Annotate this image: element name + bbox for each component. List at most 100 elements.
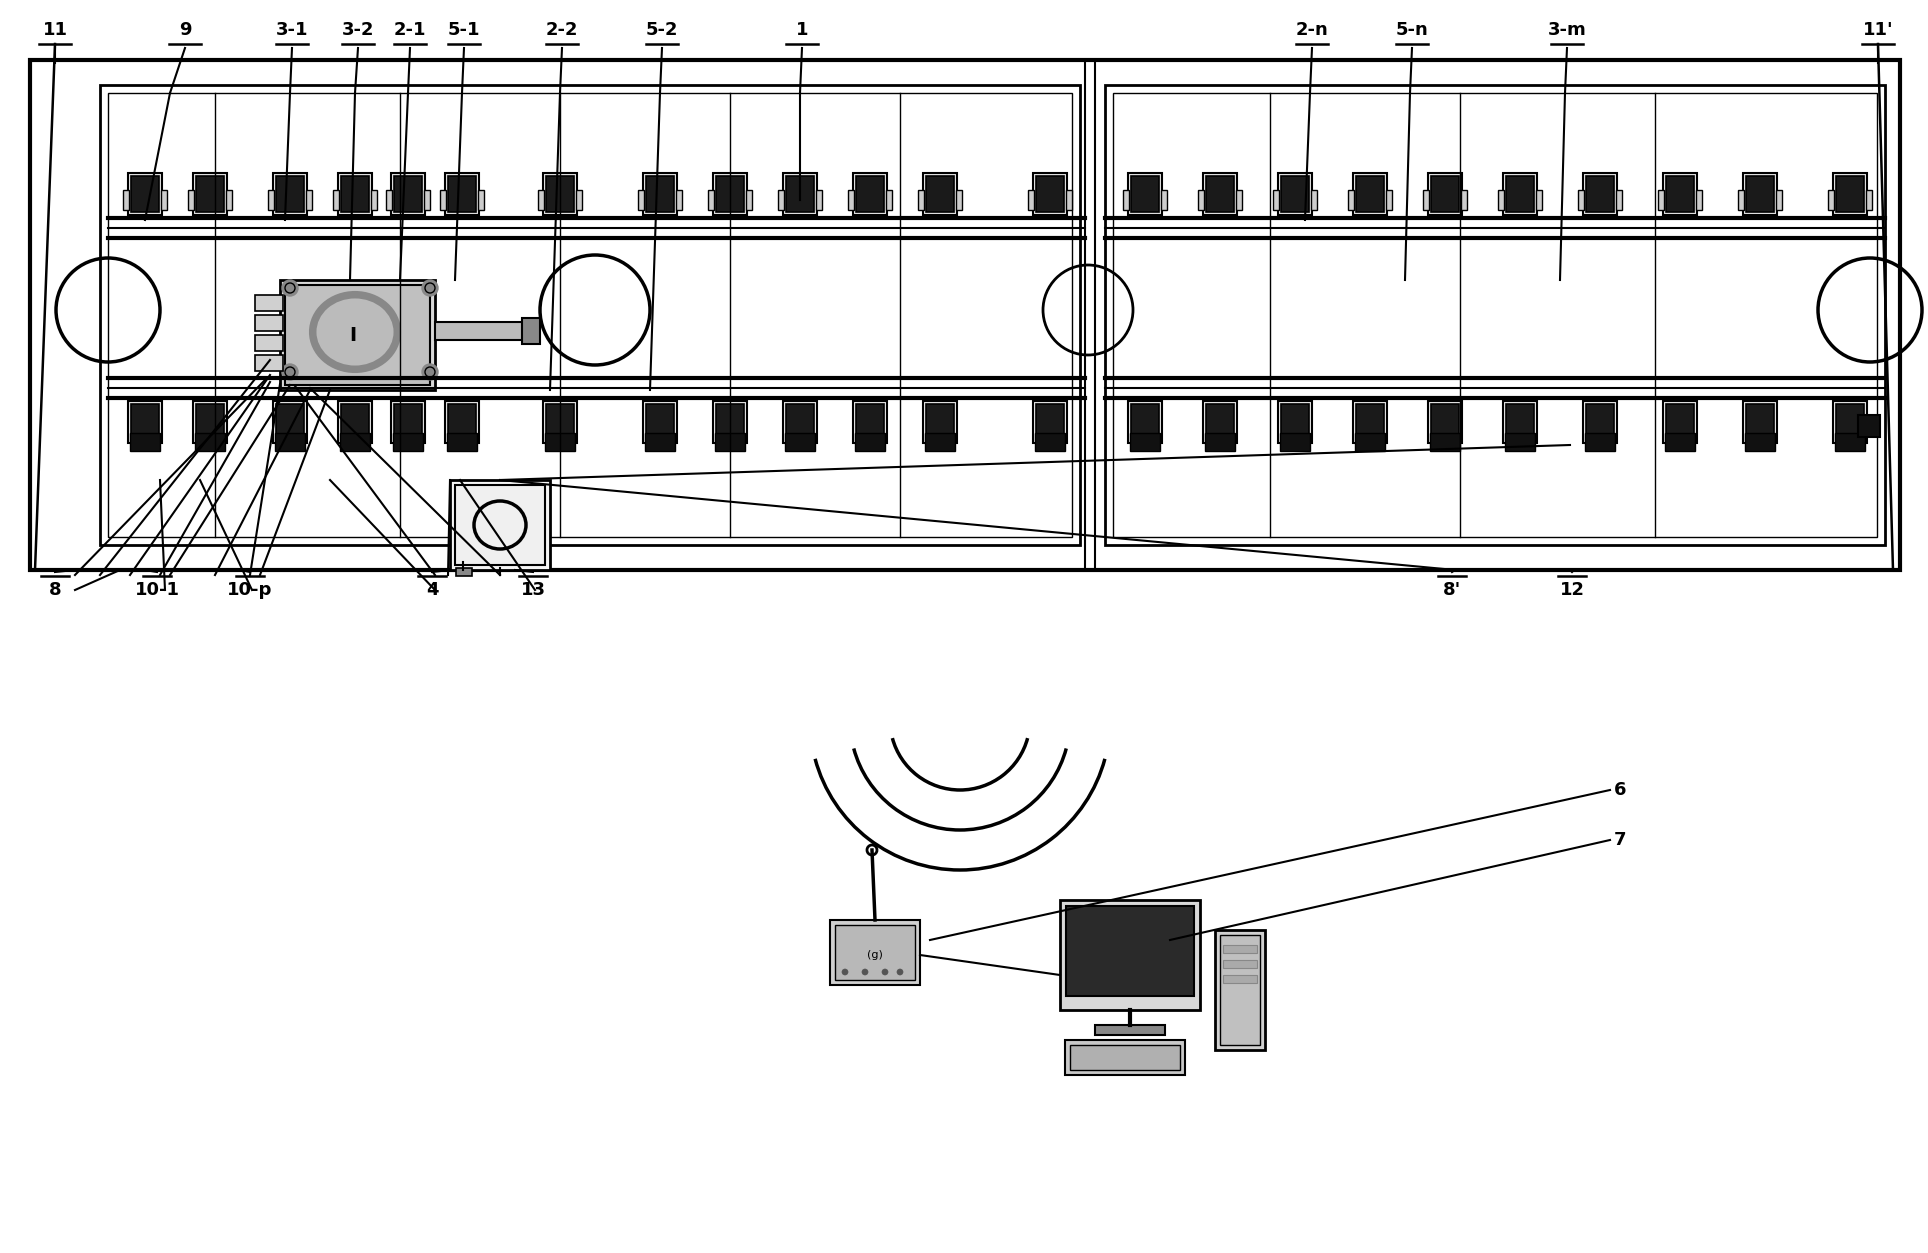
Bar [1504,401,1537,444]
Bar [274,173,307,216]
Bar [1583,173,1618,216]
Bar [546,403,575,440]
Bar [1112,93,1878,538]
Text: 13: 13 [521,581,546,599]
Bar [447,403,476,440]
Bar [1355,175,1384,212]
Text: 8': 8' [1442,581,1461,599]
Bar [100,85,1080,545]
Bar [1035,175,1064,212]
Bar [370,190,378,211]
Bar [1033,401,1066,444]
Bar [1658,190,1664,211]
Text: 3-m: 3-m [1548,21,1587,39]
Bar [1035,403,1064,440]
Bar [918,190,924,211]
Bar [1743,401,1778,444]
Bar [1585,434,1616,451]
Text: 3-1: 3-1 [276,21,308,39]
Bar [1423,190,1429,211]
Bar [1737,190,1745,211]
Bar [193,401,228,444]
Bar [924,401,956,444]
Bar [276,434,305,451]
Bar [1222,945,1257,954]
Text: I: I [349,326,357,345]
Bar [1776,190,1781,211]
Bar [715,403,744,440]
Text: 5-2: 5-2 [646,21,679,39]
Bar [391,173,424,216]
Circle shape [862,969,868,975]
Bar [1666,403,1695,440]
Bar [457,568,472,576]
Circle shape [881,969,889,975]
Bar [852,401,887,444]
Bar [829,920,920,985]
Bar [341,403,368,440]
Bar [856,175,885,212]
Bar [1278,401,1311,444]
Bar [478,190,484,211]
Bar [1095,1025,1165,1035]
Bar [31,60,1899,570]
Bar [787,175,814,212]
Bar [1122,190,1130,211]
Bar [713,173,746,216]
Bar [546,434,575,451]
Bar [1066,190,1072,211]
Bar [644,401,677,444]
Bar [1431,403,1459,440]
Bar [127,173,162,216]
Bar [854,434,885,451]
Bar [1431,175,1459,212]
Bar [1028,190,1033,211]
Bar [1060,900,1199,1010]
Bar [522,318,540,345]
Bar [708,190,713,211]
Bar [197,403,224,440]
Bar [339,434,370,451]
Circle shape [281,365,299,380]
Bar [1834,401,1866,444]
Bar [1835,175,1864,212]
Bar [1207,403,1234,440]
Bar [1835,434,1864,451]
Bar [131,403,158,440]
Text: 3-2: 3-2 [341,21,374,39]
Bar [108,93,1072,538]
Bar [1835,403,1864,440]
Text: 1: 1 [796,21,808,39]
Bar [274,401,307,444]
Text: 11': 11' [1862,21,1893,39]
Bar [1386,190,1392,211]
Bar [1128,173,1163,216]
Bar [1498,190,1504,211]
Bar [546,175,575,212]
Bar [393,175,422,212]
Bar [1429,173,1461,216]
Ellipse shape [318,299,393,365]
Bar [1666,175,1695,212]
Bar [852,173,887,216]
Bar [785,434,816,451]
Bar [779,190,785,211]
Bar [1272,190,1278,211]
Bar [1834,173,1866,216]
Text: 6: 6 [1614,781,1625,799]
Bar [280,279,436,390]
Bar [538,190,544,211]
Bar [341,175,368,212]
Circle shape [422,365,438,380]
Bar [835,925,916,980]
Bar [254,315,283,331]
Bar [1747,175,1774,212]
Bar [646,403,675,440]
Bar [1537,190,1542,211]
Bar [1132,403,1159,440]
Bar [1747,403,1774,440]
Bar [1064,1040,1186,1075]
Bar [544,173,576,216]
Bar [189,190,195,211]
Bar [285,284,430,385]
